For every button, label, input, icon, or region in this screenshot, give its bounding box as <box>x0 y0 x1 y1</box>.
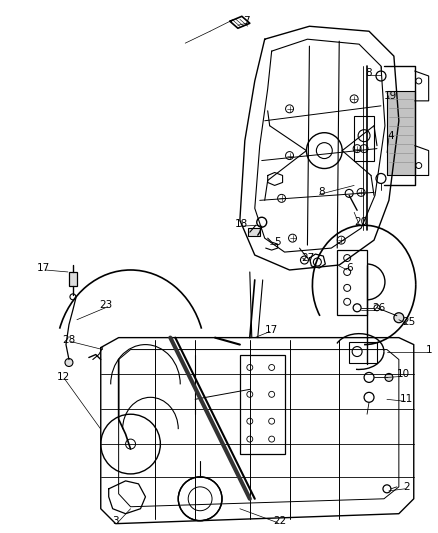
Bar <box>69 272 77 286</box>
Text: 19: 19 <box>384 91 398 101</box>
Text: 20: 20 <box>354 217 367 227</box>
Text: 22: 22 <box>273 515 286 526</box>
Circle shape <box>385 374 393 382</box>
Text: 11: 11 <box>400 394 413 405</box>
Text: 10: 10 <box>397 369 410 379</box>
Text: 18: 18 <box>235 219 248 229</box>
Bar <box>387 91 415 175</box>
Text: 17: 17 <box>36 263 50 273</box>
Text: 26: 26 <box>372 303 385 313</box>
Text: 4: 4 <box>388 131 394 141</box>
Bar <box>387 91 415 175</box>
Bar <box>240 354 285 454</box>
Text: 2: 2 <box>403 482 410 492</box>
Text: 27: 27 <box>301 253 314 263</box>
Text: 3: 3 <box>113 515 119 526</box>
Text: 25: 25 <box>402 317 415 327</box>
Text: 28: 28 <box>62 335 76 345</box>
Text: 6: 6 <box>346 263 353 273</box>
Circle shape <box>65 359 73 367</box>
Text: 1: 1 <box>425 344 432 354</box>
Text: 8: 8 <box>318 188 325 197</box>
Text: 8: 8 <box>366 68 372 78</box>
Bar <box>337 250 367 315</box>
Text: 5: 5 <box>274 237 281 247</box>
Bar <box>349 342 377 364</box>
Bar <box>354 116 374 160</box>
Text: 23: 23 <box>99 300 113 310</box>
Text: 12: 12 <box>57 373 70 382</box>
Text: 17: 17 <box>265 325 278 335</box>
Circle shape <box>394 313 404 322</box>
Bar <box>248 228 260 236</box>
Text: 7: 7 <box>244 17 250 26</box>
